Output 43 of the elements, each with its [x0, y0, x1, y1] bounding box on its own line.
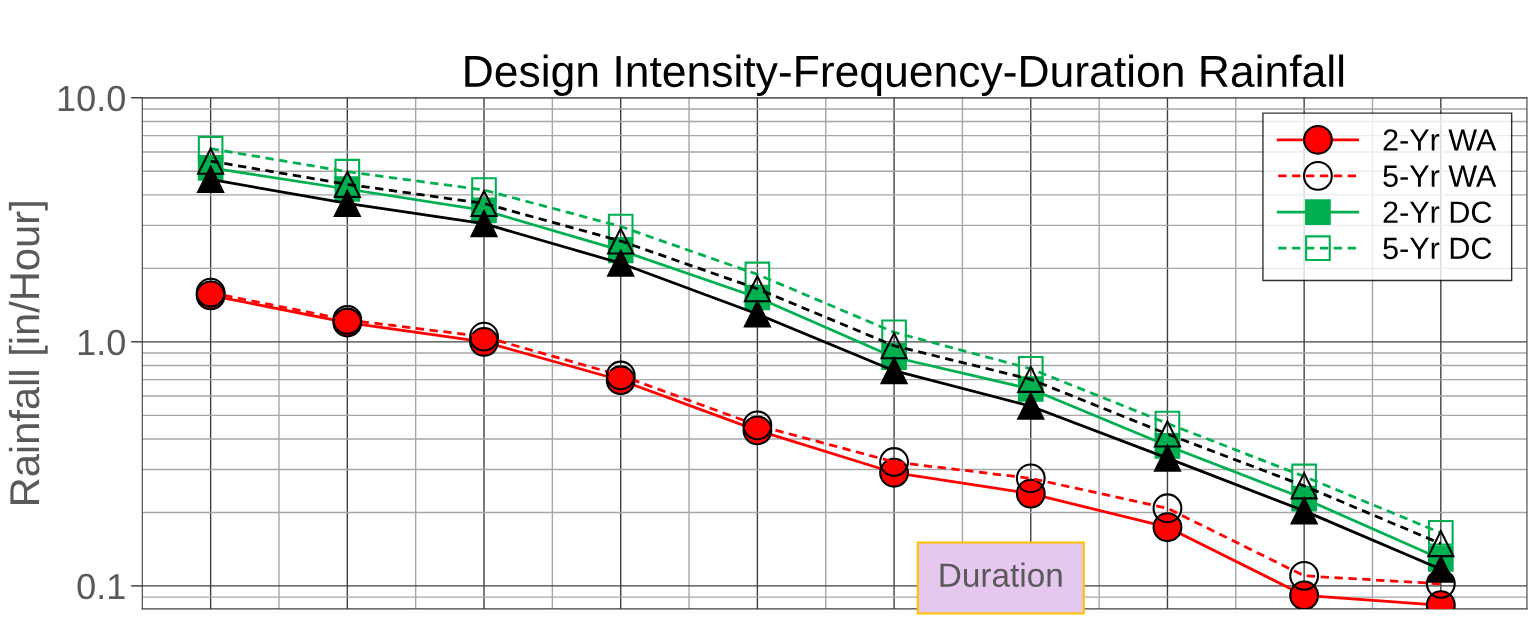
- point: [333, 189, 361, 218]
- chart-title: Design Intensity-Frequency-Duration Rainfall: [465, 54, 1344, 96]
- point: [1153, 444, 1181, 472]
- point: [1289, 580, 1320, 609]
- point: [1017, 392, 1045, 420]
- y-axis-title: Rainfall [in/Hour]: [8, 202, 48, 504]
- y-tick-label: 1.0: [78, 329, 125, 356]
- point: [334, 158, 361, 185]
- legend-label: 5-Yr WA: [1383, 165, 1497, 187]
- y-tick-label: 0.1: [77, 573, 125, 600]
- point: [197, 147, 225, 175]
- point: [743, 275, 771, 303]
- point: [744, 261, 771, 288]
- point: [881, 319, 907, 346]
- point: [1290, 497, 1318, 525]
- point: [470, 210, 498, 238]
- point: [1017, 365, 1045, 393]
- point: [1427, 530, 1455, 558]
- point: [1152, 512, 1183, 543]
- legend-label: 2-Yr WA: [1383, 129, 1497, 151]
- point: [743, 300, 771, 328]
- point: [197, 165, 225, 193]
- legend-label: 2-Yr DC: [1383, 201, 1492, 224]
- point: [1153, 420, 1181, 448]
- point: [471, 177, 497, 203]
- point: [333, 170, 361, 198]
- legend-label: 5-Yr DC: [1383, 237, 1492, 260]
- point: [607, 249, 635, 277]
- annotation: Duration: [940, 562, 1062, 587]
- y-tick-label: 10.0: [58, 85, 125, 112]
- point: [1427, 520, 1454, 546]
- point: [1154, 410, 1181, 437]
- point: [880, 332, 908, 360]
- point: [1015, 478, 1046, 509]
- point: [607, 227, 635, 255]
- point: [197, 135, 224, 162]
- point: [1290, 472, 1318, 500]
- point: [607, 213, 634, 240]
- point: [1291, 463, 1317, 490]
- point: [1427, 555, 1455, 583]
- point: [880, 357, 908, 385]
- point: [1017, 355, 1044, 382]
- point: [470, 189, 498, 218]
